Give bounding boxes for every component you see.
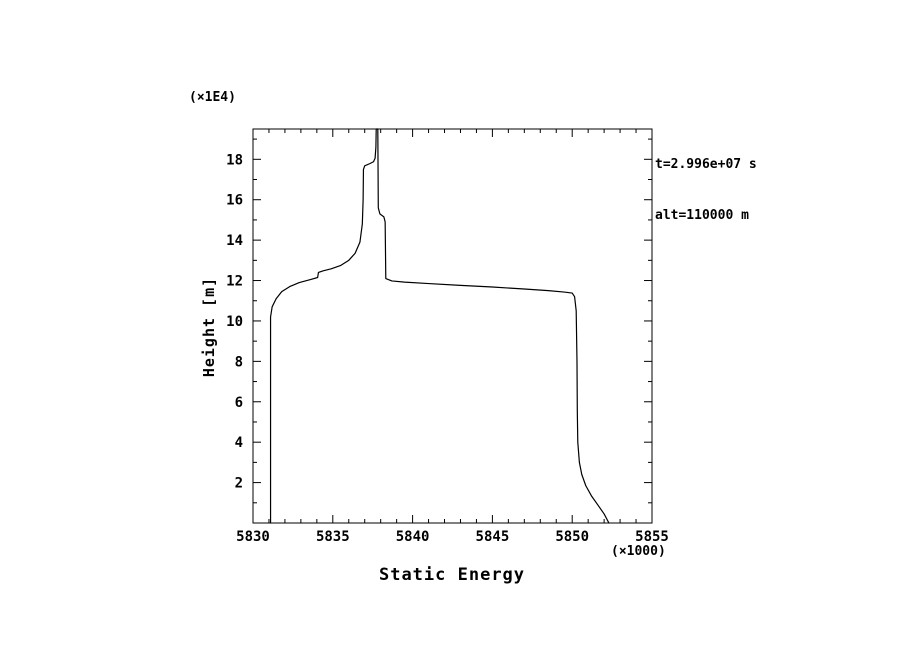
x-tick-label: 5830 <box>236 529 270 545</box>
x-axis-scale-factor-label: (×1000) <box>611 544 666 559</box>
time-annotation: t=2.996e+07 s <box>655 157 757 172</box>
x-tick-label: 5835 <box>316 529 350 545</box>
y-tick-label: 6 <box>235 395 243 411</box>
x-tick-label: 5845 <box>476 529 510 545</box>
altitude-annotation: alt=110000 m <box>655 208 749 223</box>
y-tick-label: 18 <box>226 152 243 168</box>
annotation-block: t=2.996e+07 s alt=110000 m <box>655 122 757 258</box>
y-tick-label: 12 <box>226 274 243 290</box>
static-energy-curve <box>269 128 610 524</box>
x-tick-label: 5855 <box>635 529 669 545</box>
y-tick-label: 4 <box>235 435 243 451</box>
plot-frame <box>252 128 653 524</box>
x-axis-label: Static Energy <box>378 565 526 585</box>
x-tick-label: 5840 <box>396 529 430 545</box>
y-tick-label: 2 <box>235 476 243 492</box>
x-tick-label: 5850 <box>555 529 589 545</box>
y-tick-label: 14 <box>226 233 243 249</box>
y-axis-scale-factor-label: (×1E4) <box>189 90 236 105</box>
y-tick-label: 8 <box>235 354 243 370</box>
y-tick-label: 10 <box>226 314 243 330</box>
y-tick-label: 16 <box>226 193 243 209</box>
